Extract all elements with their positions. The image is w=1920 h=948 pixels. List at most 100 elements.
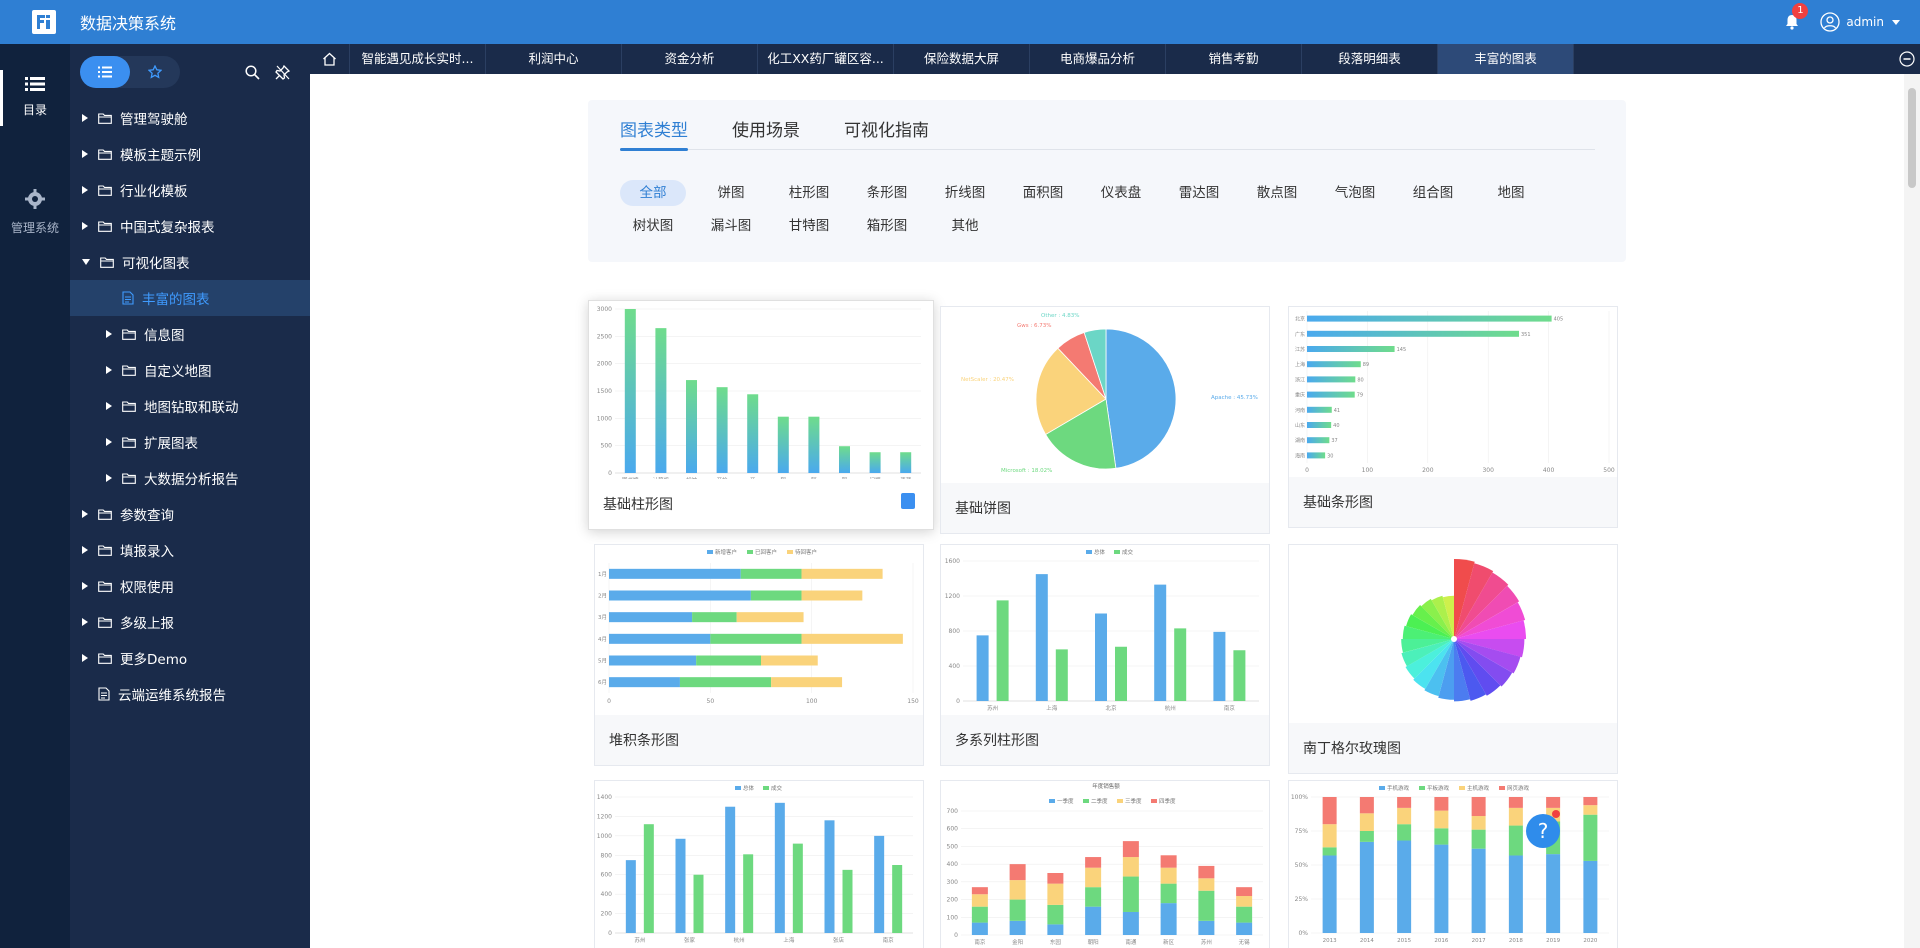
app-logo[interactable] — [24, 7, 64, 37]
tick-label: 2019 — [1546, 938, 1560, 944]
chart-card[interactable]: 手机游戏 平板游戏 主机游戏 网页游戏 0% 25% 50% 75% 100% 2013 2014 2… — [1288, 780, 1618, 948]
filter-tab[interactable]: 图表类型 — [620, 118, 688, 151]
chart-type-chip[interactable]: 气泡图 — [1334, 185, 1376, 201]
tree-item[interactable]: 参数查询 — [70, 496, 310, 532]
tree-item[interactable]: 信息图 — [70, 316, 310, 352]
chart-type-chip[interactable]: 雷达图 — [1178, 185, 1220, 201]
list-view-button[interactable] — [80, 56, 130, 88]
chart-type-chip[interactable]: 仪表盘 — [1100, 185, 1142, 201]
tree-item[interactable]: 行业化模板 — [70, 172, 310, 208]
chart-type-chip[interactable]: 柱形图 — [788, 185, 830, 201]
caret-right-icon[interactable] — [82, 618, 88, 626]
more-options-icon[interactable] — [1898, 50, 1916, 68]
chart-type-chip[interactable]: 面积图 — [1022, 185, 1064, 201]
caret-right-icon[interactable] — [82, 114, 88, 122]
chart-card[interactable]: 南丁格尔玫瑰图 — [1288, 544, 1618, 774]
chart-type-chip[interactable]: 散点图 — [1256, 185, 1298, 201]
chart-card[interactable]: 0 100 200 300 400 500 北京 405 广东 351 江苏 145 上海 89 浙江 80 重… — [1288, 306, 1618, 528]
rail-item-admin[interactable]: 管理系统 — [0, 188, 70, 244]
chart-card[interactable]: 050010001500200025003000图书馆计算机如神开始开阿阿阿问题… — [588, 300, 934, 530]
caret-right-icon[interactable] — [82, 654, 88, 662]
tree-item[interactable]: 大数据分析报告 — [70, 460, 310, 496]
chart-card[interactable]: 总体 成交 0 200 400 600 800 1000 1200 1400 苏州 张家 杭州 上海 张店 南… — [594, 780, 924, 948]
tree-item-label: 中国式复杂报表 — [120, 220, 215, 236]
caret-right-icon[interactable] — [106, 366, 112, 374]
unpin-icon[interactable] — [272, 62, 292, 82]
book-icon[interactable] — [901, 493, 915, 509]
bar-segment — [1236, 906, 1253, 923]
chart-thumbnail: 总体 成交 0 400 800 1200 1600 苏州 上海 北京 杭州 南京 — [945, 548, 1259, 712]
search-icon[interactable] — [242, 62, 262, 82]
scrollbar-thumb[interactable] — [1908, 88, 1916, 188]
tree-item-label: 模板主题示例 — [120, 148, 201, 164]
tree-item[interactable]: 丰富的图表 — [70, 280, 310, 316]
caret-right-icon[interactable] — [82, 582, 88, 590]
caret-down-icon[interactable] — [82, 259, 90, 265]
help-button[interactable]: ? — [1526, 814, 1560, 848]
caret-right-icon[interactable] — [82, 222, 88, 230]
caret-right-icon[interactable] — [106, 330, 112, 338]
tree-item[interactable]: 可视化图表 — [70, 244, 310, 280]
chart-type-chip[interactable]: 饼图 — [717, 185, 745, 201]
chart-type-chip[interactable]: 漏斗图 — [710, 218, 752, 234]
chart-card[interactable]: 新增客户 已回客户 待回客户 0 50 100 150 1月 2月 3月 4月 5月 6月 堆积条形图 — [594, 544, 924, 766]
caret-right-icon[interactable] — [82, 546, 88, 554]
caret-right-icon[interactable] — [106, 474, 112, 482]
chart-type-chip[interactable]: 地图 — [1497, 185, 1525, 201]
user-menu[interactable]: admin — [1820, 12, 1900, 32]
tab[interactable]: 销售考勤 — [1166, 44, 1302, 74]
chart-type-chip[interactable]: 组合图 — [1412, 185, 1454, 201]
slice-label: Microsoft : 18.02% — [1001, 468, 1052, 474]
tab[interactable]: 化工XX药厂罐区容... — [758, 44, 894, 74]
tree-item[interactable]: 权限使用 — [70, 568, 310, 604]
tree-item[interactable]: 中国式复杂报表 — [70, 208, 310, 244]
tab[interactable]: 段落明细表 — [1302, 44, 1438, 74]
rail-item-catalog[interactable]: 目录 — [0, 70, 70, 126]
chart-type-chip[interactable]: 甘特图 — [788, 218, 830, 234]
tree-item[interactable]: 云端运维系统报告 — [70, 676, 310, 712]
tick-label: 500 — [601, 443, 613, 450]
caret-right-icon[interactable] — [106, 402, 112, 410]
tree-item[interactable]: 地图钻取和联动 — [70, 388, 310, 424]
tree-item[interactable]: 更多Demo — [70, 640, 310, 676]
chart-type-chip[interactable]: 条形图 — [866, 185, 908, 201]
caret-right-icon[interactable] — [106, 438, 112, 446]
home-tab[interactable] — [310, 44, 350, 74]
chart-type-chip[interactable]: 其他 — [951, 218, 979, 234]
caret-right-icon[interactable] — [82, 186, 88, 194]
category-label: 5月 — [598, 658, 607, 665]
favorites-button[interactable] — [130, 56, 180, 88]
vertical-scrollbar[interactable] — [1904, 74, 1920, 948]
legend-label: 网页游戏 — [1507, 784, 1530, 792]
tree-item[interactable]: 自定义地图 — [70, 352, 310, 388]
folder-icon — [122, 472, 136, 484]
caret-right-icon[interactable] — [82, 150, 88, 158]
tree-item[interactable]: 多级上报 — [70, 604, 310, 640]
bar — [1307, 437, 1330, 444]
tab[interactable]: 电商爆品分析 — [1030, 44, 1166, 74]
tree-item[interactable]: 管理驾驶舱 — [70, 100, 310, 136]
tab[interactable]: 保险数据大屏 — [894, 44, 1030, 74]
tab[interactable]: 智能遇见成长实时... — [350, 44, 486, 74]
chart-type-chip[interactable]: 箱形图 — [866, 218, 908, 234]
tree-item[interactable]: 填报录入 — [70, 532, 310, 568]
legend-label: 总体 — [743, 784, 755, 792]
rose-petal — [1454, 639, 1501, 696]
chart-type-chip[interactable]: 树状图 — [632, 218, 674, 234]
chart-card[interactable]: Apache : 45.73% Microsoft : 18.02% NetScal… — [940, 306, 1270, 534]
filter-tab[interactable]: 可视化指南 — [844, 121, 929, 141]
chart-type-chip[interactable]: 全部 — [620, 180, 686, 206]
tab[interactable]: 资金分析 — [622, 44, 758, 74]
chart-card[interactable]: 年度销售额 一季度 二季度 三季度 四季度 0 100 200 300 400 500 600 700 南… — [940, 780, 1270, 948]
chart-type-chip[interactable]: 折线图 — [944, 185, 986, 201]
notification-bell-icon[interactable]: 1 — [1782, 3, 1809, 32]
tree-item[interactable]: 模板主题示例 — [70, 136, 310, 172]
filter-tab[interactable]: 使用场景 — [732, 121, 800, 141]
tree-item[interactable]: 扩展图表 — [70, 424, 310, 460]
caret-right-icon[interactable] — [82, 510, 88, 518]
tab[interactable]: 丰富的图表 — [1438, 44, 1574, 74]
bar-segment — [1009, 864, 1026, 881]
chart-thumbnail: 050010001500200025003000图书馆计算机如神开始开阿阿阿问题… — [597, 306, 921, 481]
chart-card[interactable]: 总体 成交 0 400 800 1200 1600 苏州 上海 北京 杭州 南京 多系列柱形图 — [940, 544, 1270, 766]
tab[interactable]: 利润中心 — [486, 44, 622, 74]
